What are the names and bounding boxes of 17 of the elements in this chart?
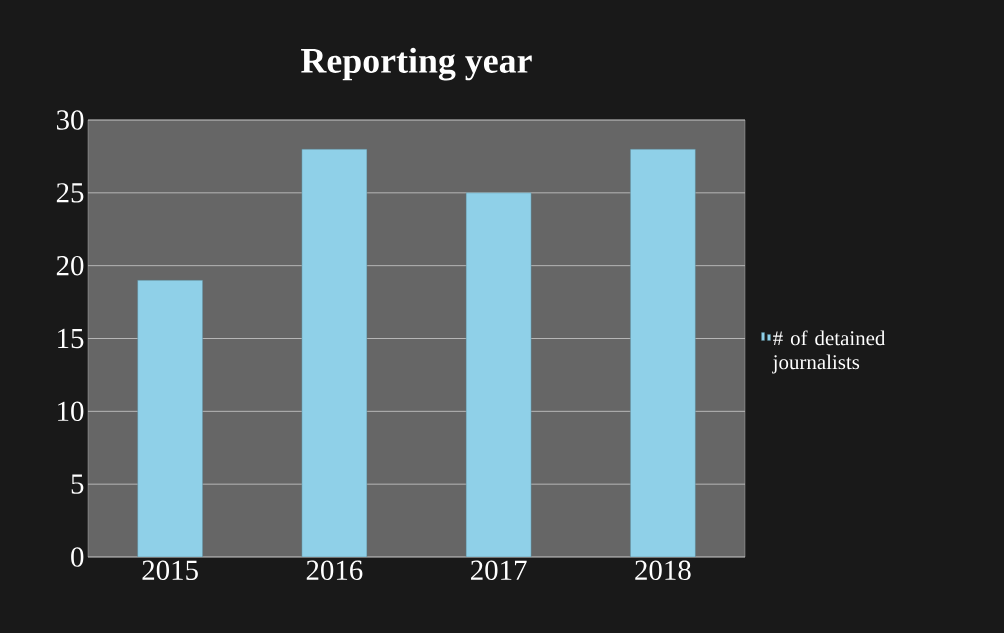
- y-tick-label: 0: [71, 547, 84, 567]
- y-tick-label: 5: [71, 474, 84, 494]
- bar: [137, 280, 203, 557]
- legend-label: # of detained journalists: [772, 330, 886, 374]
- x-tick-label: 2015: [142, 560, 198, 581]
- x-tick-label: 2018: [635, 560, 691, 581]
- x-tick-label: 2017: [471, 560, 527, 581]
- y-tick-label: 10: [58, 401, 84, 422]
- bar: [630, 148, 696, 557]
- y-tick-label: 25: [56, 183, 84, 203]
- x-tick-label: 2016: [306, 560, 363, 581]
- chart-title: Reporting year: [301, 47, 532, 81]
- y-tick-label: 20: [56, 255, 84, 276]
- bar: [301, 148, 368, 557]
- y-tick-label: 15: [58, 328, 84, 349]
- bar: [465, 192, 532, 557]
- y-tick-label: 30: [56, 110, 84, 130]
